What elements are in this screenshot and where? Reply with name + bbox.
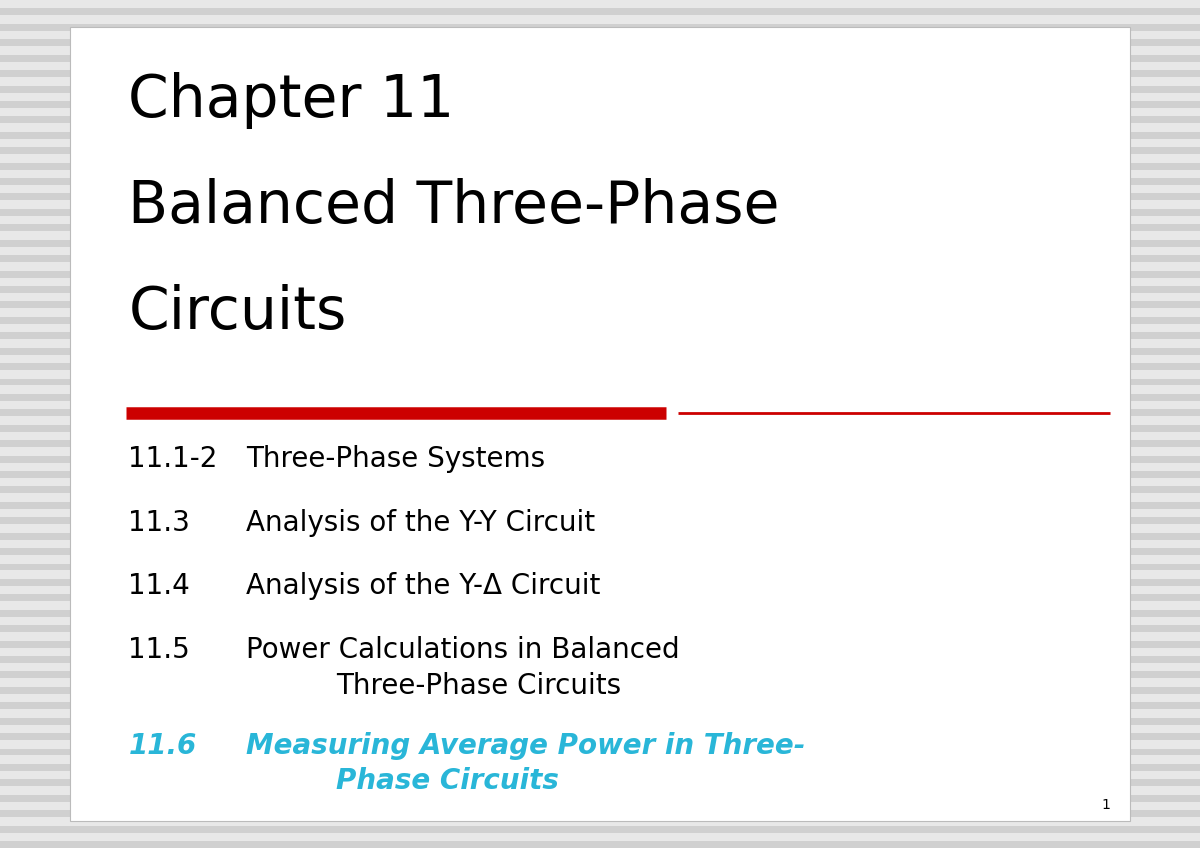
Bar [0,240,1200,247]
Bar [0,378,1200,386]
Bar [0,810,1200,817]
Bar [0,348,1200,354]
Bar [0,24,1200,31]
Bar [0,70,1200,77]
Bar [0,471,1200,478]
Bar [0,826,1200,833]
Bar [0,317,1200,324]
Bar [0,425,1200,432]
Text: 11.6: 11.6 [128,732,197,760]
Bar [0,517,1200,524]
Bar [0,363,1200,370]
Bar [0,795,1200,801]
Bar [0,717,1200,725]
Text: Power Calculations in Balanced: Power Calculations in Balanced [246,636,679,664]
Bar [0,209,1200,216]
Text: 11.1-2: 11.1-2 [128,445,217,473]
Text: Phase Circuits: Phase Circuits [336,767,559,795]
Bar [0,564,1200,571]
Text: Three-Phase Systems: Three-Phase Systems [246,445,545,473]
Bar [0,286,1200,293]
Bar [0,579,1200,586]
Text: Circuits: Circuits [128,284,347,341]
Bar [0,841,1200,848]
Bar [0,255,1200,262]
Bar [0,734,1200,740]
Text: 1: 1 [1102,798,1110,812]
Bar [0,39,1200,47]
Bar [0,625,1200,632]
Bar [0,656,1200,663]
Text: 11.3: 11.3 [128,509,191,537]
Bar [0,687,1200,694]
Bar [0,148,1200,154]
Text: Three-Phase Circuits: Three-Phase Circuits [336,672,622,700]
Text: 11.4: 11.4 [128,572,190,600]
Bar [70,27,1130,821]
Bar [0,764,1200,771]
Bar [0,410,1200,416]
Bar [0,301,1200,309]
Bar [0,178,1200,185]
Bar [0,779,1200,786]
Bar [0,640,1200,648]
Bar [0,8,1200,15]
Bar [0,55,1200,62]
Bar [0,163,1200,170]
Bar [0,502,1200,509]
Bar [0,131,1200,139]
Bar [0,101,1200,108]
Bar [0,749,1200,756]
Bar [0,225,1200,232]
Bar [0,455,1200,462]
Text: Analysis of the Y-Δ Circuit: Analysis of the Y-Δ Circuit [246,572,600,600]
Text: Chapter 11: Chapter 11 [128,72,455,129]
Bar [0,440,1200,447]
Text: Analysis of the Y-Y Circuit: Analysis of the Y-Y Circuit [246,509,595,537]
Text: Balanced Three-Phase: Balanced Three-Phase [128,178,780,235]
Bar [0,332,1200,339]
Bar [0,86,1200,92]
Text: Measuring Average Power in Three-: Measuring Average Power in Three- [246,732,805,760]
Bar [0,487,1200,494]
Bar [0,533,1200,539]
Bar [0,193,1200,200]
Bar [0,610,1200,616]
Bar [0,594,1200,601]
Bar [0,271,1200,277]
Bar [0,702,1200,709]
Bar [0,548,1200,555]
Bar [0,672,1200,678]
Text: 11.5: 11.5 [128,636,190,664]
Bar [0,394,1200,401]
Bar [0,116,1200,123]
